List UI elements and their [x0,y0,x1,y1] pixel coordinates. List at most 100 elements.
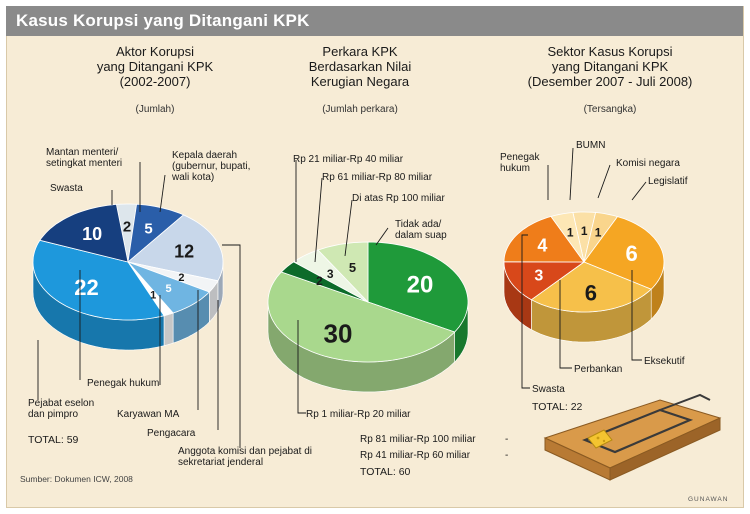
dash-rp41-60: - [505,450,509,461]
pie-slice [127,261,174,317]
chart2-title-line: Perkara KPK [322,44,398,59]
chart1-title: Aktor Korupsi yang Ditangani KPK (2002-2… [60,44,250,89]
pie-side-wall [163,312,174,347]
label-rp61-80: Rp 61 miliar-Rp 80 miliar [322,172,433,183]
label-rp81-100: Rp 81 miliar-Rp 100 miliar [360,434,476,445]
leader-line [569,147,574,201]
pie-slice [583,216,665,290]
pie-chart-perkara: 20 30 2 3 5 [267,241,469,393]
pie-slice [572,211,597,263]
pie-slice [39,203,129,263]
pie-value-label: 3 [327,267,334,281]
pie-slice [127,214,224,282]
pie-slice [115,203,138,263]
chart3-title-line: Sektor Kasus Korupsi [547,44,673,59]
leader-line [159,174,166,213]
pie-slice [267,271,456,363]
pie-slice [127,261,219,293]
label-swasta: Swasta [50,183,83,194]
leader-line [631,270,642,361]
pie-slice [32,239,165,321]
label-tidak-ada: Tidak ada/ dalam suap [395,219,447,241]
pie-slice [503,261,586,301]
pie-value-label: 10 [82,224,102,244]
pie-value-label: 2 [178,272,184,284]
chart2-title-line: Berdasarkan Nilai [308,59,412,74]
leader-line [559,280,572,369]
leader-line [597,164,611,199]
label-perbankan: Perbankan [574,364,623,375]
chart3-title-line: yang Ditangani KPK [551,59,669,74]
pie-value-label: 1 [581,224,588,238]
chart2-total: TOTAL: 60 [360,466,411,478]
leader-line [297,320,306,414]
leader-line [344,199,353,257]
label-karyawan-ma: Karyawan MA [117,409,180,420]
leader-line [222,244,241,448]
leader-line [314,177,323,263]
leader-lines [37,147,647,448]
label-penegak-hukum-3: Penegak hukum [500,152,540,174]
chart1-title-line: Aktor Korupsi [115,44,195,59]
pie-slice [550,212,585,263]
chart3-unit: (Tersangka) [583,104,637,115]
artist-credit: GUNAWAN [688,496,729,503]
pie-slice [503,216,585,263]
pie-slice [127,261,211,314]
pie-slice [530,261,652,313]
pie-value-label: 2 [123,218,131,235]
chart1-title-line: yang Ditangani KPK [96,59,214,74]
label-mantan-menteri: Mantan menteri/ setingkat menteri [46,147,123,169]
label-pengacara: Pengacara [147,428,196,439]
pie-value-label: 1 [567,225,574,239]
pie-value-label: 6 [585,280,597,305]
source-note: Sumber: Dokumen ICW, 2008 [20,474,133,484]
pie-slice [583,212,619,263]
pie-slice [367,241,469,333]
label-swasta-3: Swasta [532,384,565,395]
chart3-title-line: (Desember 2007 - Juli 2008) [527,74,693,89]
page-title: Kasus Korupsi yang Ditangani KPK [16,11,310,30]
leader-line [631,181,647,201]
pie-value-label: 22 [74,275,98,300]
label-rp21-40: Rp 21 miliar-Rp 40 miliar [293,154,404,165]
label-bumn: BUMN [576,140,606,151]
label-rp1-20: Rp 1 miliar-Rp 20 miliar [306,409,411,420]
pie-value-label: 5 [166,283,172,295]
label-anggota-komisi: Anggota komisi dan pejabat di sekretaria… [178,446,312,468]
pie-value-label: 6 [625,241,637,266]
pie-slice [127,203,185,263]
label-diatas-100: Di atas Rp 100 miliar [352,193,445,204]
leader-line [521,234,530,389]
header-banner: Kasus Korupsi yang Ditangani KPK [6,6,743,36]
pie-value-label: 1 [150,289,156,301]
chart1-total: TOTAL: 59 [28,434,79,446]
chart2-title: Perkara KPK Berdasarkan Nilai Kerugian N… [260,44,460,89]
label-kepala-daerah: Kepala daerah (gubernur, bupati, wali ko… [172,150,251,183]
pie-value-label: 20 [407,271,434,298]
pie-value-label: 5 [349,260,356,275]
mousetrap-illustration [543,393,722,481]
chart1-title-line: (2002-2007) [119,74,191,89]
pie-value-label: 4 [537,236,547,256]
chart2-unit: (Jumlah perkara) [322,104,398,115]
pie-value-label: 2 [316,274,323,288]
leader-line [375,227,389,246]
pie-slice [317,241,369,303]
label-rp41-60: Rp 41 miliar-Rp 60 miliar [360,450,471,461]
pie-value-label: 30 [324,318,353,348]
chart2-title-line: Kerugian Negara [310,74,410,89]
pie-value-label: 1 [595,226,602,240]
chart1-unit: (Jumlah) [135,104,175,115]
label-legislatif: Legislatif [648,176,688,187]
pie-slice [280,261,369,303]
dash-rp81-100: - [505,434,509,445]
label-pejabat-eselon: Pejabat eselon dan pimpro [28,398,95,420]
label-penegak-hukum: Penegak hukum [87,378,160,389]
chart3-title: Sektor Kasus Korupsi yang Ditangani KPK … [505,44,715,89]
chart3-total: TOTAL: 22 [532,401,583,413]
label-komisi-negara: Komisi negara [616,158,680,169]
